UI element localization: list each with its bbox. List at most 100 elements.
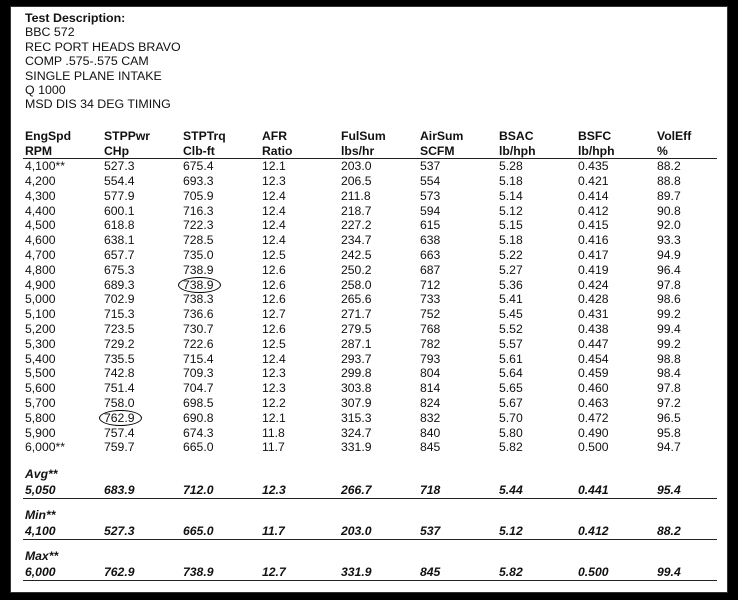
summary-cell: 95.4 (657, 483, 681, 498)
table-cell: 537 (420, 159, 441, 174)
table-header-row: EngSpd STPPwr STPTrq AFR FulSum AirSum B… (11, 129, 727, 144)
table-cell: 203.0 (341, 159, 372, 174)
table-cell: 0.415 (578, 218, 609, 233)
table-cell: 6,000** (25, 440, 65, 455)
table-cell: 5.36 (499, 277, 523, 292)
summary-cell: 11.7 (262, 523, 285, 538)
table-cell: 88.2 (657, 159, 681, 174)
table-cell: 5,800 (25, 410, 56, 425)
column-header: FulSum (341, 129, 386, 143)
summary-cell: 99.4 (657, 564, 681, 579)
table-cell: 600.1 (104, 203, 135, 218)
table-cell: 824 (420, 395, 441, 410)
column-header: EngSpd (25, 129, 72, 143)
table-cell: 5.14 (499, 188, 523, 203)
table-cell: 832 (420, 410, 441, 425)
hand-drawn-circle (178, 276, 221, 293)
column-header: AFR (262, 129, 288, 143)
table-cell: 4,300 (25, 188, 56, 203)
table-cell: 702.9 (104, 292, 135, 307)
table-cell: 12.6 (262, 292, 286, 307)
hand-drawn-circle (99, 409, 142, 426)
column-unit: % (657, 143, 668, 158)
table-cell: 738.9 (183, 262, 214, 277)
column-unit: RPM (25, 143, 53, 158)
table-cell: 693.3 (183, 173, 214, 188)
table-cell: 299.8 (341, 366, 372, 381)
table-cell: 88.8 (657, 173, 681, 188)
table-cell: 638 (420, 233, 441, 248)
table-cell: 331.9 (341, 440, 372, 455)
table-cell: 12.4 (262, 188, 286, 203)
header-rule (23, 158, 717, 160)
table-cell: 12.6 (262, 277, 286, 292)
table-cell: 0.417 (578, 247, 609, 262)
table-cell: 782 (420, 336, 441, 351)
summary-cell: 12.7 (262, 564, 286, 579)
table-cell: 5.28 (499, 159, 523, 174)
summary-cell: 5.44 (499, 483, 523, 498)
table-cell: 12.3 (262, 173, 286, 188)
table-cell: 705.9 (183, 188, 214, 203)
table-cell: 94.9 (657, 247, 681, 262)
table-cell: 315.3 (341, 410, 372, 425)
table-cell: 5.18 (499, 233, 523, 248)
table-row: 4,100** 527.3 675.4 12.1 203.0 537 5.28 0.435 88… (11, 159, 727, 174)
table-cell: 93.3 (657, 233, 681, 248)
spacer (11, 455, 727, 465)
table-cell: 5,900 (25, 425, 56, 440)
table-cell: 730.7 (183, 321, 214, 336)
table-cell: 5.27 (499, 262, 523, 277)
table-cell: 618.8 (104, 218, 135, 233)
table-cell: 0.419 (578, 262, 609, 277)
summary-label: Avg** (25, 467, 58, 482)
summary-label: Max** (25, 548, 59, 563)
table-cell: 793 (420, 351, 441, 366)
table-cell: 293.7 (341, 351, 372, 366)
table-cell: 0.447 (578, 336, 609, 351)
table-cell: 5.22 (499, 247, 523, 262)
table-cell: 674.3 (183, 425, 214, 440)
table-cell: 554.4 (104, 173, 135, 188)
table-cell: 4,600 (25, 233, 56, 248)
table-cell: 0.421 (578, 173, 609, 188)
table-cell: 690.8 (183, 410, 214, 425)
table-cell: 0.424 (578, 277, 609, 292)
table-cell: 5.45 (499, 307, 523, 322)
table-cell: 736.6 (183, 307, 214, 322)
summary-row: 4,100 527.3 665.0 11.7 203.0 537 5.12 0.412 88.2 (11, 523, 727, 540)
table-row: 4,300 577.9 705.9 12.4 211.8 573 5.14 0.414 89.7 (11, 189, 727, 204)
table-cell: 4,200 (25, 173, 56, 188)
table-cell: 4,500 (25, 218, 56, 233)
table-cell: 99.2 (657, 336, 681, 351)
column-unit: CHp (104, 143, 130, 158)
table-cell: 5,400 (25, 351, 56, 366)
table-cell: 698.5 (183, 395, 214, 410)
table-cell: 5.57 (499, 336, 523, 351)
summary-cell: 718 (420, 483, 441, 498)
table-cell: 722.3 (183, 218, 214, 233)
table-cell: 5,200 (25, 321, 56, 336)
table-row: 5,000 702.9 738.3 12.6 265.6 733 5.41 0.428 98.6 (11, 292, 727, 307)
summary-cell: 331.9 (341, 564, 372, 579)
description-line: Q 1000 (25, 83, 66, 98)
table-cell: 5,600 (25, 381, 56, 396)
table-cell: 735.5 (104, 351, 135, 366)
column-unit: Clb-ft (183, 143, 215, 158)
table-cell: 4,700 (25, 247, 56, 262)
column-unit: Ratio (262, 143, 293, 158)
table-cell: 0.460 (578, 381, 609, 396)
table-cell: 12.2 (262, 395, 286, 410)
summary-cell: 266.7 (341, 483, 372, 498)
table-cell: 663 (420, 247, 441, 262)
table-cell: 5,000 (25, 292, 56, 307)
table-cell: 98.6 (657, 292, 681, 307)
data-rows: 4,100** 527.3 675.4 12.1 203.0 537 5.28 0.435 88… (11, 159, 727, 455)
summary-rule (23, 538, 717, 540)
table-cell: 752 (420, 307, 441, 322)
summary-cell: 665.0 (183, 523, 214, 538)
table-cell: 0.459 (578, 366, 609, 381)
table-row: 4,900 689.3 738.9 12.6 258.0 712 5.36 0.424 97.8 (11, 276, 727, 293)
table-cell: 5.65 (499, 381, 523, 396)
summary-cell: 537 (420, 523, 441, 538)
